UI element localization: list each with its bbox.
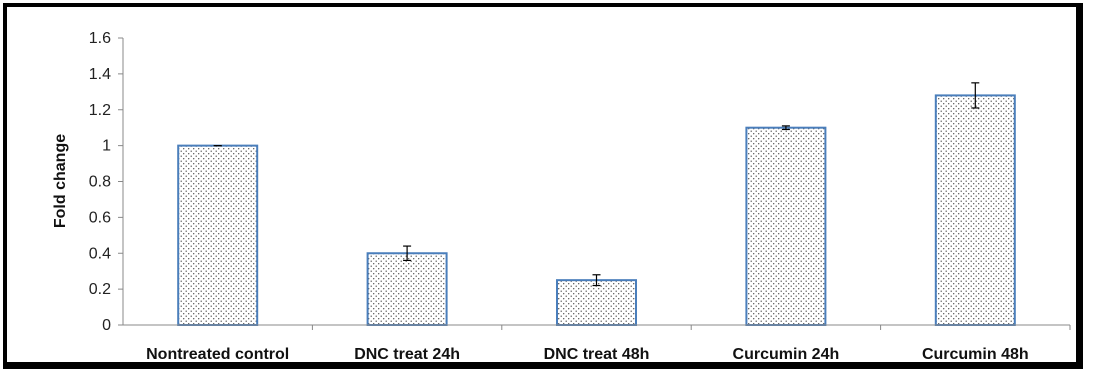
y-axis: 0 0.2 0.4 0.6 0.8 1 1.2 1.4 1.6 xyxy=(89,30,124,334)
error-bar xyxy=(971,82,980,109)
y-tick-label: 0.4 xyxy=(89,245,111,262)
x-category-label: Curcumin 24h xyxy=(733,346,840,363)
y-tick-label: 1.6 xyxy=(89,30,111,47)
bar xyxy=(745,126,827,326)
x-category-label: Curcumin 48h xyxy=(922,346,1029,363)
y-tick-label: 1.4 xyxy=(89,66,111,83)
y-tick-label: 1 xyxy=(102,138,111,155)
x-category-label: Nontreated control xyxy=(146,346,289,363)
x-category-label: DNC treat 24h xyxy=(354,346,460,363)
bar xyxy=(934,94,1016,327)
y-tick-label: 0 xyxy=(102,317,111,334)
error-bar xyxy=(403,245,412,262)
x-axis: Nontreated control DNC treat 24h DNC treat… xyxy=(123,324,1071,363)
error-bar xyxy=(781,125,790,131)
bar xyxy=(556,279,637,326)
x-category-label: DNC treat 48h xyxy=(544,346,650,363)
bars xyxy=(177,82,1016,327)
y-tick-label: 1.2 xyxy=(89,102,111,119)
y-tick-label: 0.6 xyxy=(89,209,111,226)
bar xyxy=(177,144,259,326)
y-tick-label: 0.2 xyxy=(89,281,111,298)
y-axis-label: Fold change xyxy=(52,134,69,228)
bar xyxy=(366,252,448,326)
error-bar xyxy=(592,274,601,287)
y-tick-label: 0.8 xyxy=(89,174,111,191)
